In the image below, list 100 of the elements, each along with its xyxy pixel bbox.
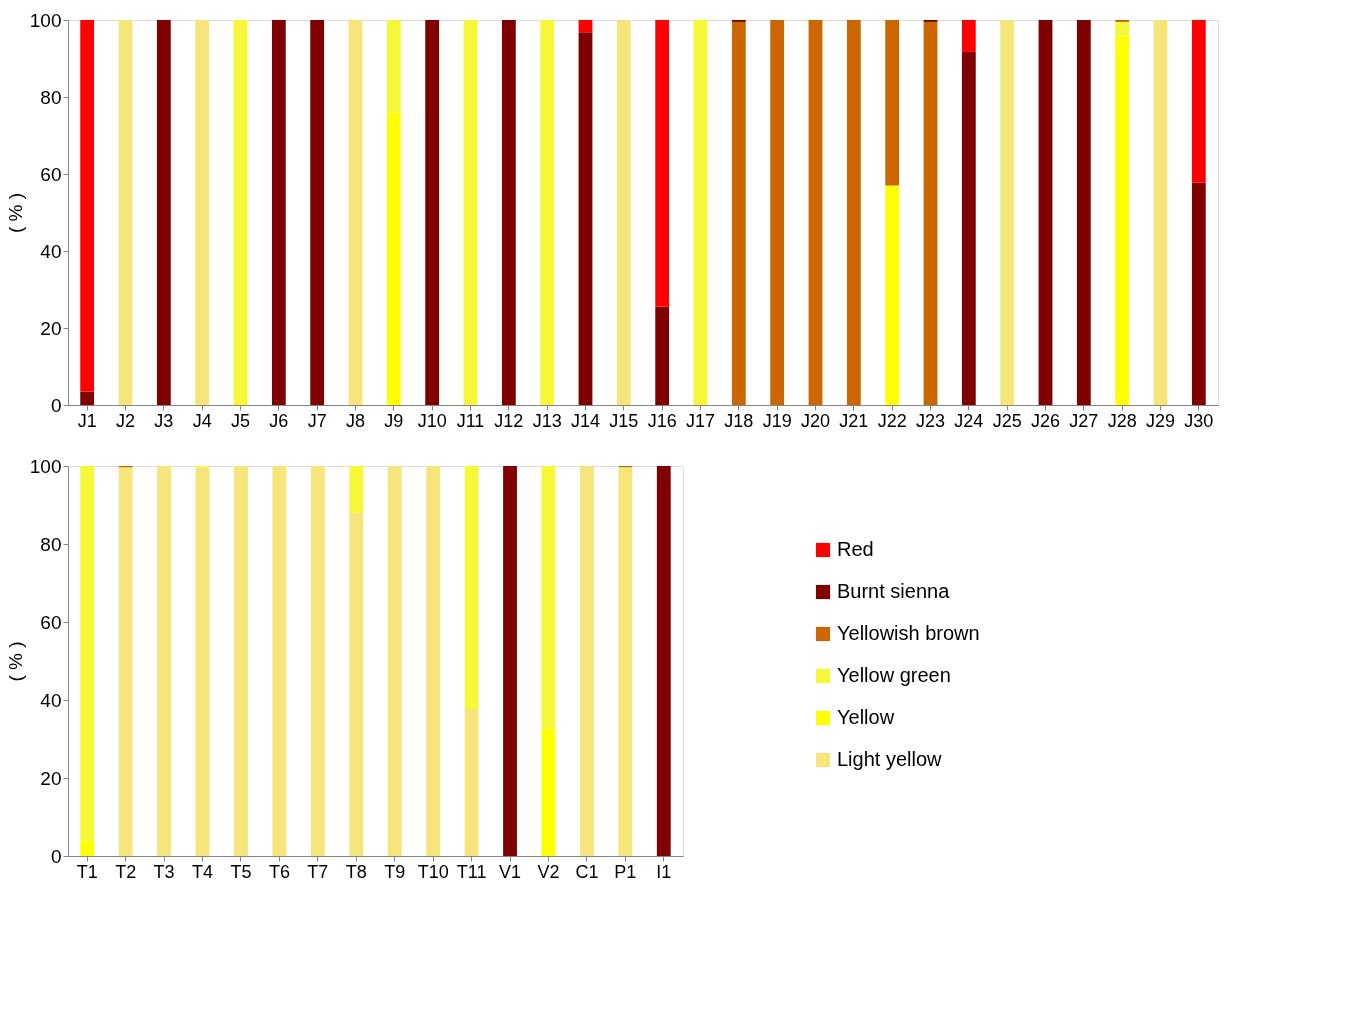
bar [464, 708, 479, 856]
y-tick-label: 60 [40, 611, 62, 633]
bar [770, 20, 785, 405]
bar [1115, 21, 1130, 36]
bar [616, 20, 631, 405]
bar [157, 466, 172, 856]
bar [541, 466, 556, 729]
x-tick-label: J1 [77, 410, 97, 431]
bar [348, 20, 363, 405]
y-tick-label: 0 [50, 394, 62, 416]
x-tick-label: J20 [800, 410, 831, 431]
y-tick-label: 100 [29, 455, 62, 477]
legend-label: Yellow [837, 706, 895, 728]
bar [503, 466, 517, 856]
x-tick-label: J14 [570, 410, 601, 431]
legend-label: Yellow green [837, 664, 951, 686]
x-tick-label: V1 [499, 861, 522, 882]
x-tick-label: J13 [532, 410, 562, 431]
x-tick-label: J16 [647, 410, 677, 431]
x-tick-label: T11 [456, 861, 487, 882]
bar [885, 185, 900, 405]
bar [349, 466, 364, 513]
bar [386, 112, 401, 405]
x-tick-label: T8 [345, 861, 367, 882]
x-tick-label: I1 [656, 861, 672, 882]
bar [349, 512, 364, 856]
bar [426, 466, 441, 856]
bar [118, 20, 133, 405]
bar [885, 20, 900, 186]
bar [1115, 35, 1130, 405]
bar [961, 51, 976, 405]
x-tick-label: J30 [1184, 410, 1214, 431]
y-axis-title: ( % ) [4, 641, 26, 682]
y-tick-label: 80 [40, 533, 62, 555]
x-tick-label: T5 [230, 861, 252, 882]
x-tick-label: J11 [456, 410, 485, 431]
bar [655, 306, 670, 405]
x-tick-label: J2 [115, 410, 136, 431]
x-tick-label: P1 [614, 861, 637, 882]
x-tick-label: T10 [417, 861, 449, 882]
x-tick-label: J23 [915, 410, 946, 431]
x-tick-label: J6 [269, 410, 289, 431]
bar [463, 20, 478, 405]
legend-label: Burnt sienna [837, 580, 951, 602]
legend-label: Red [837, 538, 874, 560]
x-tick-label: T1 [76, 861, 98, 882]
x-tick-label: C1 [575, 861, 599, 882]
bar [1038, 20, 1053, 405]
y-axis-title: ( % ) [4, 192, 26, 234]
x-tick-label: T9 [384, 861, 406, 882]
x-tick-label: J21 [839, 410, 869, 431]
bar [271, 20, 286, 405]
bar [541, 728, 556, 856]
x-tick-label: J4 [192, 410, 212, 431]
bar [1153, 20, 1168, 405]
x-tick-label: T3 [153, 861, 175, 882]
bar [846, 20, 861, 405]
x-tick-label: J19 [762, 410, 792, 431]
bar [961, 20, 976, 52]
bar [310, 20, 325, 405]
bar [1076, 20, 1091, 405]
x-tick-label: J18 [724, 410, 754, 431]
x-tick-label: J7 [307, 410, 327, 431]
x-tick-label: J12 [494, 410, 524, 431]
x-tick-label: T2 [115, 861, 137, 882]
x-tick-label: J5 [230, 410, 251, 431]
bar [387, 466, 402, 856]
bar [118, 467, 133, 856]
x-tick-label: J10 [417, 410, 447, 431]
x-tick-label: J29 [1145, 410, 1176, 431]
x-tick-label: J28 [1107, 410, 1137, 431]
x-tick-label: V2 [537, 861, 560, 882]
y-tick-label: 20 [40, 317, 62, 339]
bar [618, 467, 633, 856]
x-tick-label: J27 [1069, 410, 1099, 431]
x-tick-label: J24 [954, 410, 984, 431]
bar [156, 20, 171, 405]
bar [655, 20, 670, 307]
legend-label: Yellowish brown [837, 622, 980, 644]
bar [425, 20, 440, 405]
y-tick-label: 80 [40, 86, 62, 108]
bar [80, 391, 95, 405]
bar [1000, 20, 1015, 405]
y-tick-label: 60 [40, 163, 62, 185]
bar [540, 20, 555, 405]
bar [579, 466, 594, 856]
bar [272, 466, 287, 856]
bar [656, 466, 671, 856]
bar [233, 20, 248, 405]
y-tick-label: 0 [50, 845, 62, 867]
y-tick-label: 100 [29, 9, 62, 31]
bar [464, 466, 479, 709]
x-tick-label: J22 [877, 410, 907, 431]
bar [501, 20, 516, 405]
bar [808, 20, 823, 405]
y-tick-label: 40 [40, 689, 62, 711]
bar [195, 467, 210, 856]
bar [80, 466, 95, 841]
bar [1191, 20, 1206, 183]
bar [234, 466, 248, 856]
